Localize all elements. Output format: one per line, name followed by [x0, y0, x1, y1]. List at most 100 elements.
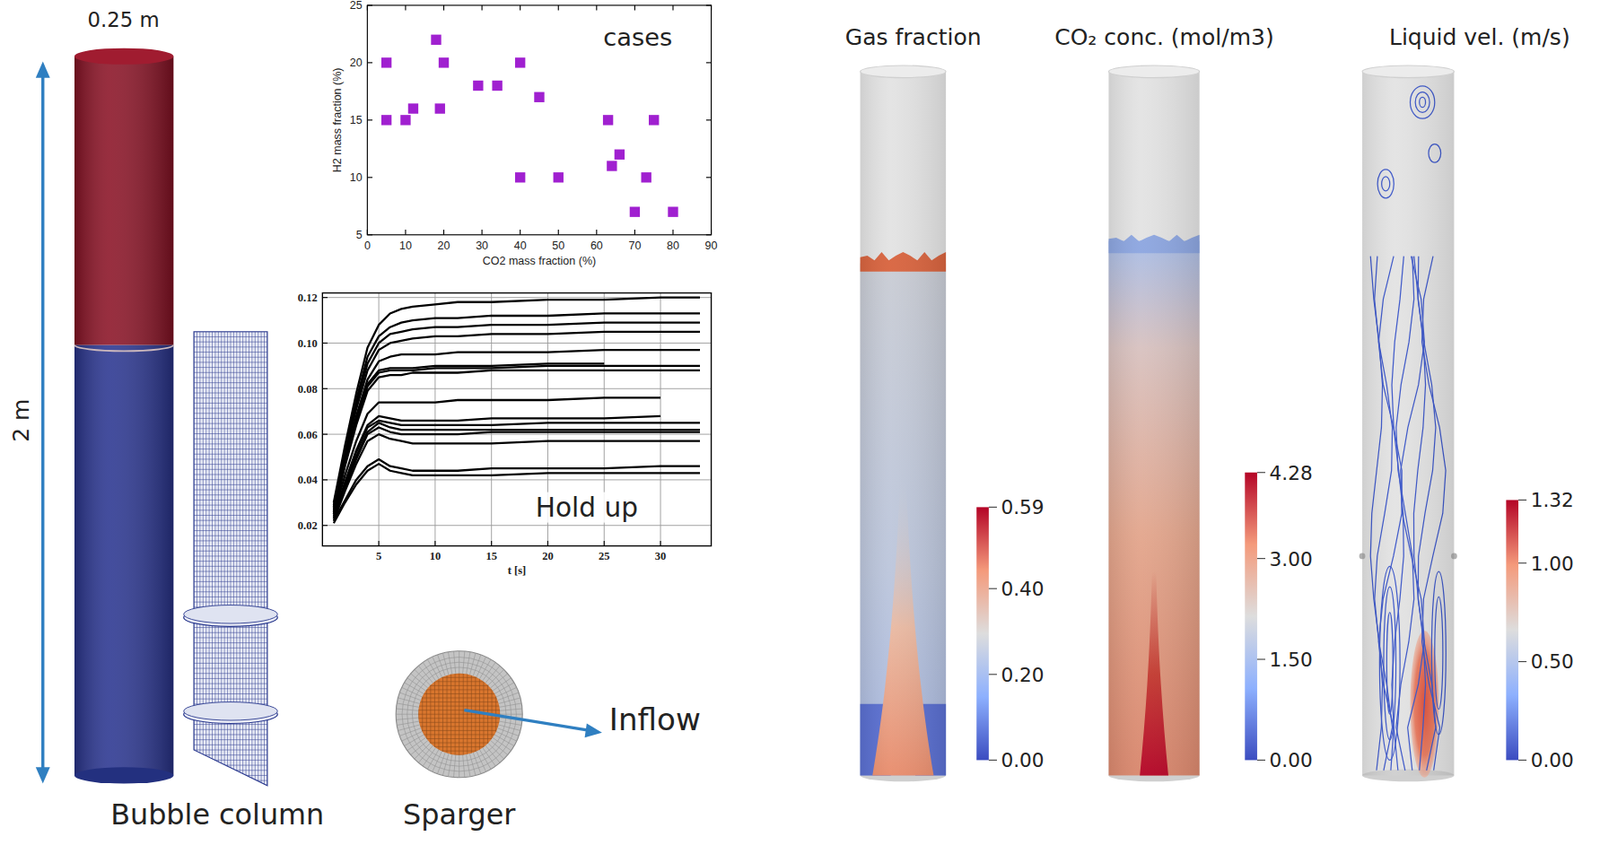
series-line — [333, 463, 700, 524]
x-tick-label: 40 — [514, 239, 527, 253]
mesh-line — [193, 596, 268, 598]
scatter-chart: 0102030405060708090510152025CO2 mass fra… — [331, 0, 718, 268]
mesh-line — [193, 602, 268, 604]
colorbar-tick-label: 0.00 — [1001, 749, 1045, 772]
x-tick — [434, 541, 436, 547]
colorbar-tick — [1257, 558, 1266, 560]
y-tick — [706, 176, 712, 178]
point — [533, 92, 544, 103]
point — [408, 103, 419, 114]
mesh-line — [193, 785, 268, 787]
y-tick-label: 25 — [349, 0, 363, 12]
x-tick-label: 70 — [628, 239, 641, 253]
mesh-line — [193, 637, 268, 639]
mesh-line — [193, 769, 268, 771]
grid-line — [322, 388, 711, 390]
x-tick-label: 30 — [655, 550, 667, 564]
y-tick — [367, 234, 373, 236]
point — [553, 172, 564, 183]
colorbar-tick-label: 0.59 — [1001, 496, 1045, 519]
annotation: Hold up — [535, 492, 639, 524]
mesh-line — [193, 479, 268, 481]
grid-line — [378, 293, 380, 547]
shading — [1362, 71, 1454, 777]
x-tick-label: 50 — [551, 239, 565, 253]
mesh-line — [193, 463, 268, 465]
mesh-line — [193, 765, 268, 767]
x-tick — [367, 5, 368, 11]
mesh-line — [193, 760, 268, 761]
arrow-head — [35, 61, 51, 78]
point — [435, 103, 446, 114]
point — [515, 172, 525, 183]
point — [515, 57, 525, 68]
colorbar-tick-label: 3.00 — [1269, 548, 1313, 571]
mesh-line — [193, 566, 268, 568]
x-tick-label: 10 — [399, 239, 412, 253]
point — [606, 160, 617, 171]
sparger: InflowSparger — [395, 651, 701, 832]
mesh-line — [193, 494, 268, 496]
colorbar-tick — [988, 673, 997, 675]
cylinder-top — [860, 65, 947, 79]
colorbar-tick-label: 1.32 — [1530, 489, 1574, 512]
x-tick — [367, 229, 368, 236]
x-tick — [481, 5, 483, 11]
colorbar-tick — [1518, 562, 1527, 564]
y-tick-label: 0.10 — [297, 337, 318, 350]
mesh-line — [193, 683, 268, 685]
colorbar-tick — [1257, 760, 1266, 761]
colorbar-tick — [1257, 658, 1266, 660]
y-axis-title: H2 mass fraction (%) — [331, 67, 344, 173]
x-tick — [558, 5, 560, 11]
point — [381, 114, 392, 125]
mesh-line — [193, 530, 268, 532]
x-tick-label: 0 — [364, 239, 371, 253]
plot-frame — [322, 293, 711, 547]
point — [381, 57, 392, 68]
shading — [860, 71, 947, 777]
x-tick — [603, 541, 605, 547]
bubble-column: 0.25 m2 mBubble column — [8, 8, 324, 832]
mesh-line — [193, 408, 268, 410]
colorbar — [1505, 499, 1519, 761]
y-tick-label: 0.08 — [297, 383, 318, 396]
x-tick — [547, 541, 549, 547]
point — [603, 114, 613, 125]
colorbar-tick — [1518, 661, 1527, 663]
mesh-line — [193, 545, 268, 547]
mesh-ring — [183, 702, 279, 721]
x-tick — [595, 5, 597, 11]
mesh-line — [193, 652, 268, 654]
point — [629, 206, 640, 217]
arrow-head — [35, 767, 51, 784]
point — [667, 206, 678, 217]
mesh-line — [193, 423, 268, 425]
mesh-line — [193, 341, 268, 343]
mesh-line — [193, 642, 268, 644]
x-tick — [672, 5, 674, 11]
mesh-line — [193, 402, 268, 404]
lines — [333, 297, 700, 525]
x-tick-label: 30 — [475, 239, 489, 253]
panel-title: CO₂ conc. (mol/m3) — [1054, 24, 1274, 51]
mesh-line — [193, 688, 268, 690]
x-tick-label: 60 — [590, 239, 604, 253]
mesh-line — [193, 372, 268, 374]
x-tick — [519, 5, 521, 11]
mesh-line — [193, 744, 268, 746]
colorbar-tick-label: 4.28 — [1269, 462, 1313, 485]
plot-frame — [367, 5, 711, 236]
x-tick — [672, 229, 674, 236]
colorbar-tick — [1257, 472, 1266, 473]
inflow-arrow — [463, 710, 590, 732]
x-tick-label: 25 — [598, 550, 611, 564]
y-tick-label: 0.06 — [297, 428, 318, 442]
grid-line — [434, 293, 436, 547]
mesh-line — [193, 647, 268, 649]
x-tick — [443, 229, 445, 236]
sparger-ring — [395, 651, 523, 779]
mesh-line — [193, 418, 268, 420]
x-tick — [481, 229, 483, 236]
y-tick — [322, 434, 328, 436]
